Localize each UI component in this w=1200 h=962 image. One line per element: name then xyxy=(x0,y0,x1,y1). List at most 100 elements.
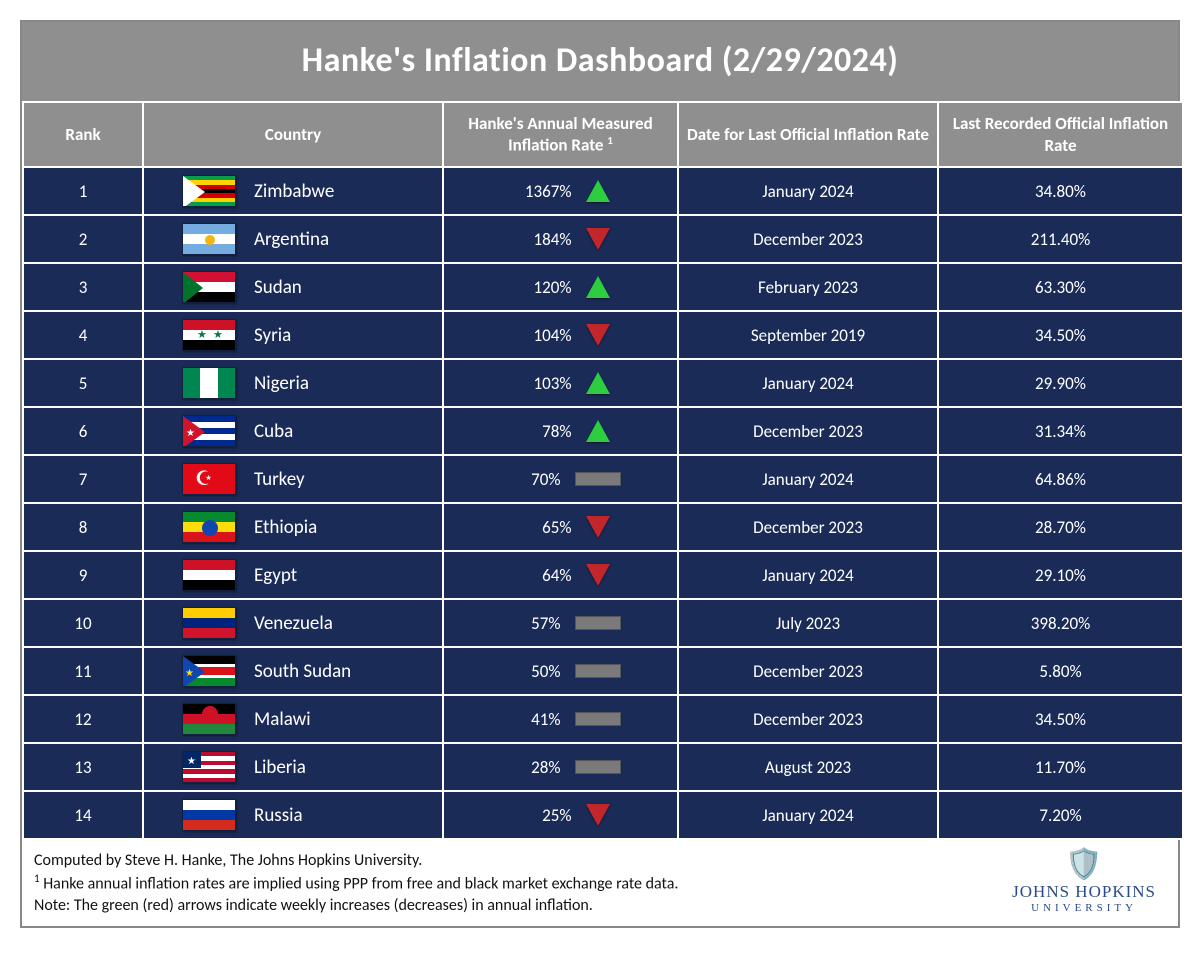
country-name: Liberia xyxy=(254,756,306,779)
trend-up-icon xyxy=(586,372,610,394)
rate-value: 50% xyxy=(501,661,561,682)
country-name: Venezuela xyxy=(254,612,333,635)
table-row: 14Russia25%January 20247.20% xyxy=(23,791,1183,839)
flag-icon xyxy=(182,703,236,735)
cell-rate: 64% xyxy=(443,551,678,599)
cell-rank: 7 xyxy=(23,455,143,503)
jhu-name-1: JOHNS HOPKINS xyxy=(1012,882,1156,902)
country-name: Zimbabwe xyxy=(254,180,334,203)
table-row: 1Zimbabwe1367%January 202434.80% xyxy=(23,167,1183,215)
cell-rank: 14 xyxy=(23,791,143,839)
rate-value: 70% xyxy=(501,469,561,490)
cell-rank: 13 xyxy=(23,743,143,791)
cell-country: Russia xyxy=(143,791,443,839)
cell-rank: 5 xyxy=(23,359,143,407)
cell-country: Sudan xyxy=(143,263,443,311)
cell-official: 29.10% xyxy=(938,551,1183,599)
flag-icon: ★★ xyxy=(182,319,236,351)
footer-line-2-text: Hanke annual inflation rates are implied… xyxy=(40,874,679,893)
cell-date: July 2023 xyxy=(678,599,938,647)
country-name: Syria xyxy=(254,324,291,347)
cell-official: 31.34% xyxy=(938,407,1183,455)
cell-date: December 2023 xyxy=(678,695,938,743)
col-header-rate: Hanke's Annual Measured Inflation Rate 1 xyxy=(443,102,678,167)
cell-country: ★Cuba xyxy=(143,407,443,455)
footer-line-2: 1 Hanke annual inflation rates are impli… xyxy=(34,872,678,895)
trend-up-icon xyxy=(586,180,610,202)
table-row: 9 Egypt 64%January 202429.10% xyxy=(23,551,1183,599)
trend-flat-icon xyxy=(575,664,621,678)
cell-date: December 2023 xyxy=(678,647,938,695)
cell-date: January 2024 xyxy=(678,359,938,407)
rate-value: 41% xyxy=(501,709,561,730)
cell-country: ★★ Syria xyxy=(143,311,443,359)
country-name: Turkey xyxy=(254,468,305,491)
cell-rank: 9 xyxy=(23,551,143,599)
trend-down-icon xyxy=(586,228,610,250)
cell-rate: 57% xyxy=(443,599,678,647)
flag-icon: ★ xyxy=(182,751,236,783)
trend-down-icon xyxy=(586,516,610,538)
cell-country: ★ Liberia xyxy=(143,743,443,791)
cell-rate: 1367% xyxy=(443,167,678,215)
rate-value: 104% xyxy=(512,325,572,346)
country-name: Egypt xyxy=(254,564,297,587)
cell-rate: 25% xyxy=(443,791,678,839)
cell-rank: 6 xyxy=(23,407,143,455)
dashboard-footer: Computed by Steve H. Hanke, The Johns Ho… xyxy=(22,840,1178,926)
cell-country: Venezuela xyxy=(143,599,443,647)
col-header-rate-sup: 1 xyxy=(607,134,613,147)
table-row: 10Venezuela57%July 2023398.20% xyxy=(23,599,1183,647)
col-header-rank: Rank xyxy=(23,102,143,167)
table-row: 13★Liberia28%August 202311.70% xyxy=(23,743,1183,791)
table-row: 11★South Sudan50%December 20235.80% xyxy=(23,647,1183,695)
footer-text: Computed by Steve H. Hanke, The Johns Ho… xyxy=(34,850,678,916)
footer-line-1: Computed by Steve H. Hanke, The Johns Ho… xyxy=(34,850,678,872)
trend-down-icon xyxy=(586,564,610,586)
table-row: 12Malawi41%December 202334.50% xyxy=(23,695,1183,743)
table-row: 2Argentina184%December 2023211.40% xyxy=(23,215,1183,263)
country-name: Russia xyxy=(254,804,303,827)
cell-date: January 2024 xyxy=(678,551,938,599)
cell-rank: 4 xyxy=(23,311,143,359)
jhu-shield-icon: 🛡️ xyxy=(1012,850,1156,880)
cell-date: January 2024 xyxy=(678,167,938,215)
cell-country: Ethiopia xyxy=(143,503,443,551)
cell-rate: 120% xyxy=(443,263,678,311)
cell-country: Malawi xyxy=(143,695,443,743)
cell-rank: 10 xyxy=(23,599,143,647)
trend-up-icon xyxy=(586,276,610,298)
trend-up-icon xyxy=(586,420,610,442)
trend-flat-icon xyxy=(575,472,621,486)
cell-date: September 2019 xyxy=(678,311,938,359)
cell-official: 29.90% xyxy=(938,359,1183,407)
cell-rate: 65% xyxy=(443,503,678,551)
cell-official: 5.80% xyxy=(938,647,1183,695)
cell-country: ☪ Turkey xyxy=(143,455,443,503)
cell-rate: 104% xyxy=(443,311,678,359)
rate-value: 184% xyxy=(512,229,572,250)
cell-rate: 184% xyxy=(443,215,678,263)
cell-official: 28.70% xyxy=(938,503,1183,551)
rate-value: 65% xyxy=(512,517,572,538)
trend-flat-icon xyxy=(575,712,621,726)
footer-line-3: Note: The green (red) arrows indicate we… xyxy=(34,895,678,917)
cell-rate: 70% xyxy=(443,455,678,503)
cell-rank: 2 xyxy=(23,215,143,263)
cell-date: December 2023 xyxy=(678,215,938,263)
cell-country: ★South Sudan xyxy=(143,647,443,695)
rate-value: 28% xyxy=(501,757,561,778)
table-row: 8Ethiopia65%December 202328.70% xyxy=(23,503,1183,551)
table-row: 3Sudan120%February 202363.30% xyxy=(23,263,1183,311)
flag-icon xyxy=(182,271,236,303)
inflation-dashboard: Hanke's Inflation Dashboard (2/29/2024) … xyxy=(20,20,1180,928)
flag-icon xyxy=(182,223,236,255)
trend-flat-icon xyxy=(575,760,621,774)
rate-value: 120% xyxy=(512,277,572,298)
table-row: 4★★Syria104%September 201934.50% xyxy=(23,311,1183,359)
flag-icon: ☪ xyxy=(182,463,236,495)
dashboard-title: Hanke's Inflation Dashboard (2/29/2024) xyxy=(22,22,1178,101)
trend-down-icon xyxy=(586,324,610,346)
cell-country: Nigeria xyxy=(143,359,443,407)
col-header-rate-text: Hanke's Annual Measured Inflation Rate xyxy=(468,113,652,156)
